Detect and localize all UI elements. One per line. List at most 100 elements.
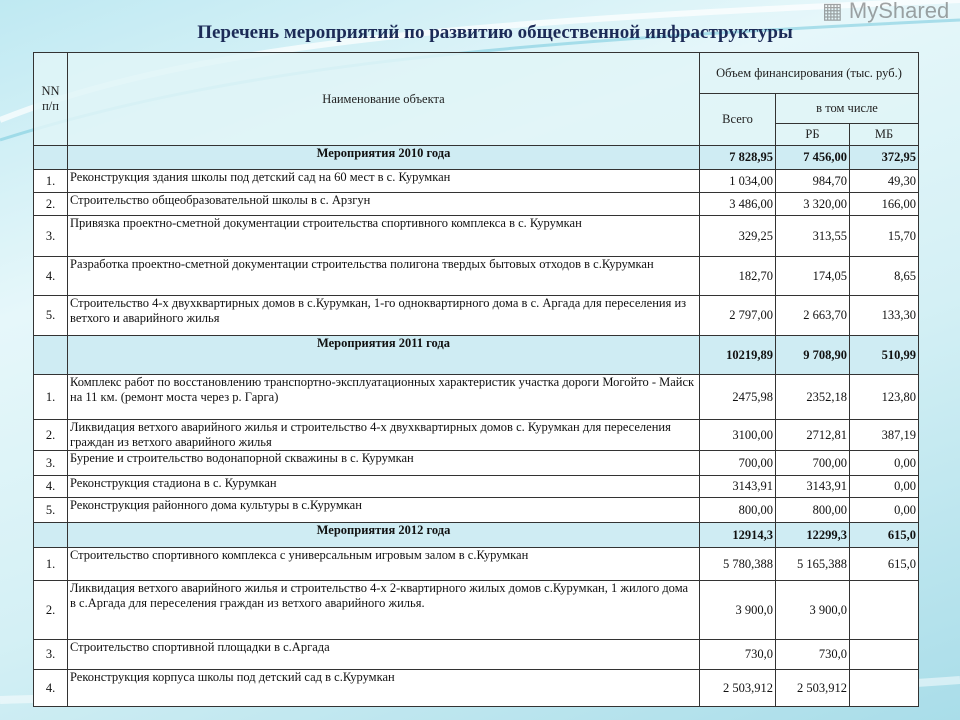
group-label: Мероприятия 2012 года [67,522,700,548]
row-total: 5 780,388 [699,547,776,581]
row-no: 4. [33,256,68,296]
row-name: Ликвидация ветхого аварийного жилья и ст… [67,419,700,451]
table-row: 4. Реконструкция стадиона в с. Курумкан … [33,475,920,498]
row-total: 700,00 [699,450,776,476]
row-rb: 3143,91 [775,475,850,498]
row-mb: 8,65 [848,256,920,296]
table-row: 2. Ликвидация ветхого аварийного жилья и… [33,580,920,640]
row-mb: 123,80 [848,374,920,420]
row-total: 2 797,00 [699,295,776,336]
group-mb: 615,0 [848,522,920,548]
row-mb: 15,70 [848,215,920,257]
group-total: 10219,89 [699,335,776,375]
row-mb: 0,00 [848,450,920,476]
row-mb: 0,00 [848,475,920,498]
table-row: 3. Строительство спортивной площадки в с… [33,639,920,670]
row-mb [848,639,920,670]
row-name: Строительство общеобразовательной школы … [67,192,700,216]
row-total: 730,0 [699,639,776,670]
page-title: Перечень мероприятий по развитию обществ… [197,22,793,43]
row-rb: 984,70 [775,169,850,193]
watermark-logo: ▦ MyShared [822,0,950,23]
row-rb: 2 503,912 [775,669,850,707]
table-row: 3. Привязка проектно-сметной документаци… [33,215,920,257]
group-row: Мероприятия 2010 года 7 828,95 7 456,00 … [33,145,920,170]
row-no: 3. [33,450,68,476]
row-rb: 730,0 [775,639,850,670]
row-no: 1. [33,547,68,581]
table-row: 4. Реконструкция корпуса школы под детск… [33,669,920,707]
row-name: Ликвидация ветхого аварийного жилья и ст… [67,580,700,640]
row-no: 3. [33,639,68,670]
table-row: 5. Реконструкция районного дома культуры… [33,497,920,523]
row-no: 5. [33,497,68,523]
row-rb: 5 165,388 [775,547,850,581]
row-total: 3 486,00 [699,192,776,216]
row-no: 2. [33,192,68,216]
header-funding: Объем финансирования (тыс. руб.) [698,52,920,94]
row-mb: 49,30 [848,169,920,193]
row-name: Привязка проектно-сметной документации с… [67,215,700,257]
row-no: 5. [33,295,68,336]
header-no: NN п/п [33,52,68,146]
header-rb: РБ [775,123,850,146]
row-total: 182,70 [699,256,776,296]
row-name: Комплекс работ по восстановлению транспо… [67,374,700,420]
group-no [33,145,68,170]
row-mb: 0,00 [848,497,920,523]
row-mb: 615,0 [848,547,920,581]
row-rb: 174,05 [775,256,850,296]
row-rb: 2352,18 [775,374,850,420]
table-row: 2. Ликвидация ветхого аварийного жилья и… [33,419,920,451]
row-total: 2 503,912 [699,669,776,707]
group-rb: 9 708,90 [775,335,850,375]
row-mb: 166,00 [848,192,920,216]
row-no: 2. [33,419,68,451]
group-total: 12914,3 [699,522,776,548]
table-row: 1. Строительство спортивного комплекса с… [33,547,920,581]
group-no [33,335,68,375]
group-label: Мероприятия 2011 года [67,335,700,375]
row-mb [848,580,920,640]
row-mb: 387,19 [848,419,920,451]
group-no [33,522,68,548]
group-rb: 12299,3 [775,522,850,548]
row-name: Строительство спортивного комплекса с ун… [67,547,700,581]
infrastructure-table: NN п/п Наименование объекта Объем финанс… [33,52,920,707]
row-no: 4. [33,669,68,707]
row-total: 3143,91 [699,475,776,498]
group-label: Мероприятия 2010 года [67,145,700,170]
header-including: в том числе [774,93,920,124]
row-rb: 3 320,00 [775,192,850,216]
group-row: Мероприятия 2012 года 12914,3 12299,3 61… [33,522,920,548]
group-total: 7 828,95 [699,145,776,170]
group-mb: 372,95 [848,145,920,170]
row-no: 1. [33,169,68,193]
row-total: 800,00 [699,497,776,523]
row-total: 329,25 [699,215,776,257]
row-rb: 2 663,70 [775,295,850,336]
row-mb: 133,30 [848,295,920,336]
row-no: 1. [33,374,68,420]
table-row: 2. Строительство общеобразовательной шко… [33,192,920,216]
row-rb: 313,55 [775,215,850,257]
row-no: 3. [33,215,68,257]
row-name: Строительство спортивной площадки в с.Ар… [67,639,700,670]
row-no: 2. [33,580,68,640]
row-name: Реконструкция корпуса школы под детский … [67,669,700,707]
row-rb: 800,00 [775,497,850,523]
row-total: 3100,00 [699,419,776,451]
header-mb: МБ [848,123,920,146]
row-name: Реконструкция районного дома культуры в … [67,497,700,523]
row-name: Бурение и строительство водонапорной скв… [67,450,700,476]
row-total: 1 034,00 [699,169,776,193]
table-row: 1. Реконструкция здания школы под детски… [33,169,920,193]
group-rb: 7 456,00 [775,145,850,170]
row-mb [848,669,920,707]
row-name: Реконструкция стадиона в с. Курумкан [67,475,700,498]
row-name: Строительство 4-х двухквартирных домов в… [67,295,700,336]
header-total: Всего [699,93,776,146]
table-row: 4. Разработка проектно-сметной документа… [33,256,920,296]
row-rb: 700,00 [775,450,850,476]
table-row: 1. Комплекс работ по восстановлению тран… [33,374,920,420]
